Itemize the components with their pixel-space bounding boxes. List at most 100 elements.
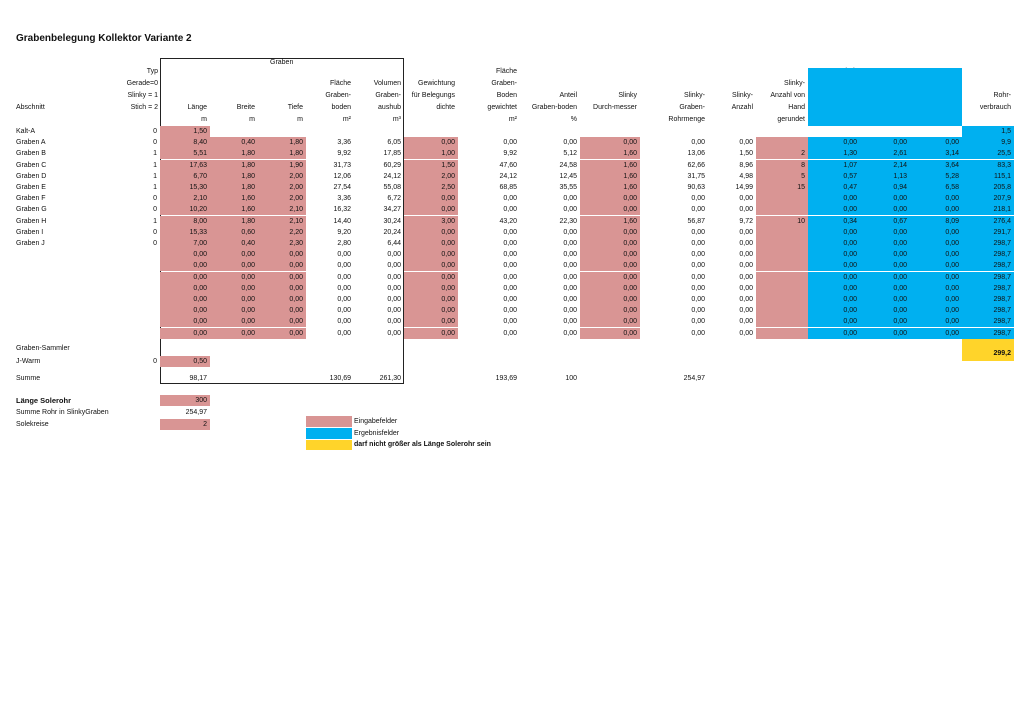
cell-laenge-graben-e[interactable]: 15,30 (160, 182, 210, 193)
cell-gewichtung-empty-14[interactable]: 0,00 (404, 283, 458, 294)
cell-tiefe-graben-h[interactable]: 2,10 (258, 216, 306, 227)
cell-breite-graben-a[interactable]: 0,40 (210, 137, 258, 148)
cell-laenge-kalt[interactable]: 1,50 (160, 126, 210, 137)
cell-durchmesser-empty-18[interactable]: 0,00 (580, 328, 640, 339)
cell-breite-graben-h[interactable]: 1,80 (210, 216, 258, 227)
cell-durchmesser-empty-15[interactable]: 0,00 (580, 294, 640, 305)
row-typ-kalt[interactable]: 0 (153, 128, 157, 135)
cell-gewichtung-empty-13[interactable]: 0,00 (404, 272, 458, 283)
cell-anzahl-hand-empty-17[interactable] (756, 316, 808, 327)
row-typ-graben-f[interactable]: 0 (153, 195, 157, 202)
cell-laenge-graben-g[interactable]: 10,20 (160, 204, 210, 215)
cell-anzahl-hand-empty-11[interactable] (756, 249, 808, 260)
cell-anzahl-hand-graben-c[interactable]: 8 (756, 160, 808, 171)
cell-gewichtung-graben-e[interactable]: 2,50 (404, 182, 458, 193)
cell-tiefe-graben-b[interactable]: 1,80 (258, 148, 306, 159)
cell-breite-graben-i[interactable]: 0,60 (210, 227, 258, 238)
cell-tiefe-empty-16[interactable]: 0,00 (258, 305, 306, 316)
cell-anzahl-hand-graben-i[interactable] (756, 227, 808, 238)
row-typ-graben-c[interactable]: 1 (153, 162, 157, 169)
cell-anzahl-hand-graben-a[interactable] (756, 137, 808, 148)
cell-durchmesser-empty-12[interactable]: 0,00 (580, 260, 640, 271)
cell-durchmesser-empty-14[interactable]: 0,00 (580, 283, 640, 294)
cell-anzahl-hand-graben-h[interactable]: 10 (756, 216, 808, 227)
cell-laenge-graben-a[interactable]: 8,40 (160, 137, 210, 148)
row-typ-graben-d[interactable]: 1 (153, 173, 157, 180)
cell-laenge-graben-h[interactable]: 8,00 (160, 216, 210, 227)
cell-tiefe-graben-j[interactable]: 2,30 (258, 238, 306, 249)
cell-breite-graben-e[interactable]: 1,80 (210, 182, 258, 193)
row-typ-graben-j[interactable]: 0 (153, 240, 157, 247)
cell-breite-empty-16[interactable]: 0,00 (210, 305, 258, 316)
cell-durchmesser-graben-i[interactable]: 0,00 (580, 227, 640, 238)
cell-breite-empty-12[interactable]: 0,00 (210, 260, 258, 271)
row-typ-graben-b[interactable]: 1 (153, 150, 157, 157)
cell-gewichtung-graben-a[interactable]: 0,00 (404, 137, 458, 148)
cell-durchmesser-graben-d[interactable]: 1,60 (580, 171, 640, 182)
cell-breite-empty-15[interactable]: 0,00 (210, 294, 258, 305)
cell-anzahl-hand-graben-g[interactable] (756, 204, 808, 215)
cell-tiefe-empty-14[interactable]: 0,00 (258, 283, 306, 294)
cell-durchmesser-graben-h[interactable]: 1,60 (580, 216, 640, 227)
cell-anzahl-hand-graben-e[interactable]: 15 (756, 182, 808, 193)
cell-anzahl-hand-empty-12[interactable] (756, 260, 808, 271)
cell-tiefe-graben-g[interactable]: 2,10 (258, 204, 306, 215)
cell-durchmesser-graben-j[interactable]: 0,00 (580, 238, 640, 249)
cell-breite-graben-j[interactable]: 0,40 (210, 238, 258, 249)
cell-gewichtung-empty-18[interactable]: 0,00 (404, 328, 458, 339)
cell-durchmesser-graben-b[interactable]: 1,60 (580, 148, 640, 159)
cell-gewichtung-empty-12[interactable]: 0,00 (404, 260, 458, 271)
cell-laenge-empty-17[interactable]: 0,00 (160, 316, 210, 327)
cell-gewichtung-empty-11[interactable]: 0,00 (404, 249, 458, 260)
cell-durchmesser-empty-16[interactable]: 0,00 (580, 305, 640, 316)
cell-anzahl-hand-empty-18[interactable] (756, 328, 808, 339)
cell-gewichtung-graben-j[interactable]: 0,00 (404, 238, 458, 249)
cell-gewichtung-empty-15[interactable]: 0,00 (404, 294, 458, 305)
cell-laenge-graben-b[interactable]: 5,51 (160, 148, 210, 159)
cell-tiefe-empty-13[interactable]: 0,00 (258, 272, 306, 283)
cell-laenge-empty-13[interactable]: 0,00 (160, 272, 210, 283)
cell-laenge-empty-14[interactable]: 0,00 (160, 283, 210, 294)
cell-tiefe-graben-i[interactable]: 2,20 (258, 227, 306, 238)
cell-laenge-graben-c[interactable]: 17,63 (160, 160, 210, 171)
row-typ-graben-a[interactable]: 0 (153, 139, 157, 146)
cell-tiefe-empty-18[interactable]: 0,00 (258, 328, 306, 339)
cell-tiefe-graben-a[interactable]: 1,80 (258, 137, 306, 148)
cell-gewichtung-graben-g[interactable]: 0,00 (404, 204, 458, 215)
cell-anzahl-hand-graben-f[interactable] (756, 193, 808, 204)
cell-breite-graben-d[interactable]: 1,80 (210, 171, 258, 182)
cell-breite-empty-14[interactable]: 0,00 (210, 283, 258, 294)
cell-gewichtung-graben-h[interactable]: 3,00 (404, 216, 458, 227)
row-typ-graben-g[interactable]: 0 (153, 206, 157, 213)
cell-breite-empty-17[interactable]: 0,00 (210, 316, 258, 327)
cell-anzahl-hand-graben-b[interactable]: 2 (756, 148, 808, 159)
cell-breite-empty-18[interactable]: 0,00 (210, 328, 258, 339)
cell-durchmesser-graben-a[interactable]: 0,00 (580, 137, 640, 148)
cell-tiefe-graben-c[interactable]: 1,90 (258, 160, 306, 171)
cell-laenge-graben-d[interactable]: 6,70 (160, 171, 210, 182)
cell-anzahl-hand-empty-14[interactable] (756, 283, 808, 294)
cell-breite-empty-11[interactable]: 0,00 (210, 249, 258, 260)
cell-gewichtung-graben-d[interactable]: 2,00 (404, 171, 458, 182)
cell-laenge-empty-11[interactable]: 0,00 (160, 249, 210, 260)
cell-breite-graben-c[interactable]: 1,80 (210, 160, 258, 171)
cell-anzahl-hand-graben-j[interactable] (756, 238, 808, 249)
cell-tiefe-graben-d[interactable]: 2,00 (258, 171, 306, 182)
cell-durchmesser-graben-c[interactable]: 1,60 (580, 160, 640, 171)
cell-breite-graben-f[interactable]: 1,60 (210, 193, 258, 204)
cell-laenge-empty-12[interactable]: 0,00 (160, 260, 210, 271)
cell-laenge-empty-15[interactable]: 0,00 (160, 294, 210, 305)
cell-tiefe-empty-12[interactable]: 0,00 (258, 260, 306, 271)
row-typ-graben-e[interactable]: 1 (153, 184, 157, 191)
cell-laenge-graben-f[interactable]: 2,10 (160, 193, 210, 204)
cell-laenge-graben-j[interactable]: 7,00 (160, 238, 210, 249)
row-typ-warm[interactable]: 0 (153, 358, 157, 365)
cell-breite-empty-13[interactable]: 0,00 (210, 272, 258, 283)
cell-durchmesser-empty-13[interactable]: 0,00 (580, 272, 640, 283)
cell-durchmesser-graben-f[interactable]: 0,00 (580, 193, 640, 204)
cell-laenge-empty-18[interactable]: 0,00 (160, 328, 210, 339)
row-typ-graben-i[interactable]: 0 (153, 229, 157, 236)
cell-durchmesser-empty-17[interactable]: 0,00 (580, 316, 640, 327)
cell-anzahl-hand-empty-13[interactable] (756, 272, 808, 283)
cell-tiefe-empty-11[interactable]: 0,00 (258, 249, 306, 260)
